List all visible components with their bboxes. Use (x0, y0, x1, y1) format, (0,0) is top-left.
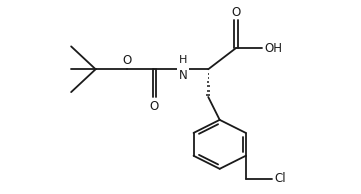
Text: N: N (178, 69, 187, 82)
Text: O: O (122, 54, 131, 67)
Text: OH: OH (265, 42, 283, 55)
Text: H: H (179, 55, 187, 65)
Text: O: O (150, 100, 159, 113)
Text: Cl: Cl (274, 172, 286, 185)
Text: O: O (231, 6, 241, 19)
